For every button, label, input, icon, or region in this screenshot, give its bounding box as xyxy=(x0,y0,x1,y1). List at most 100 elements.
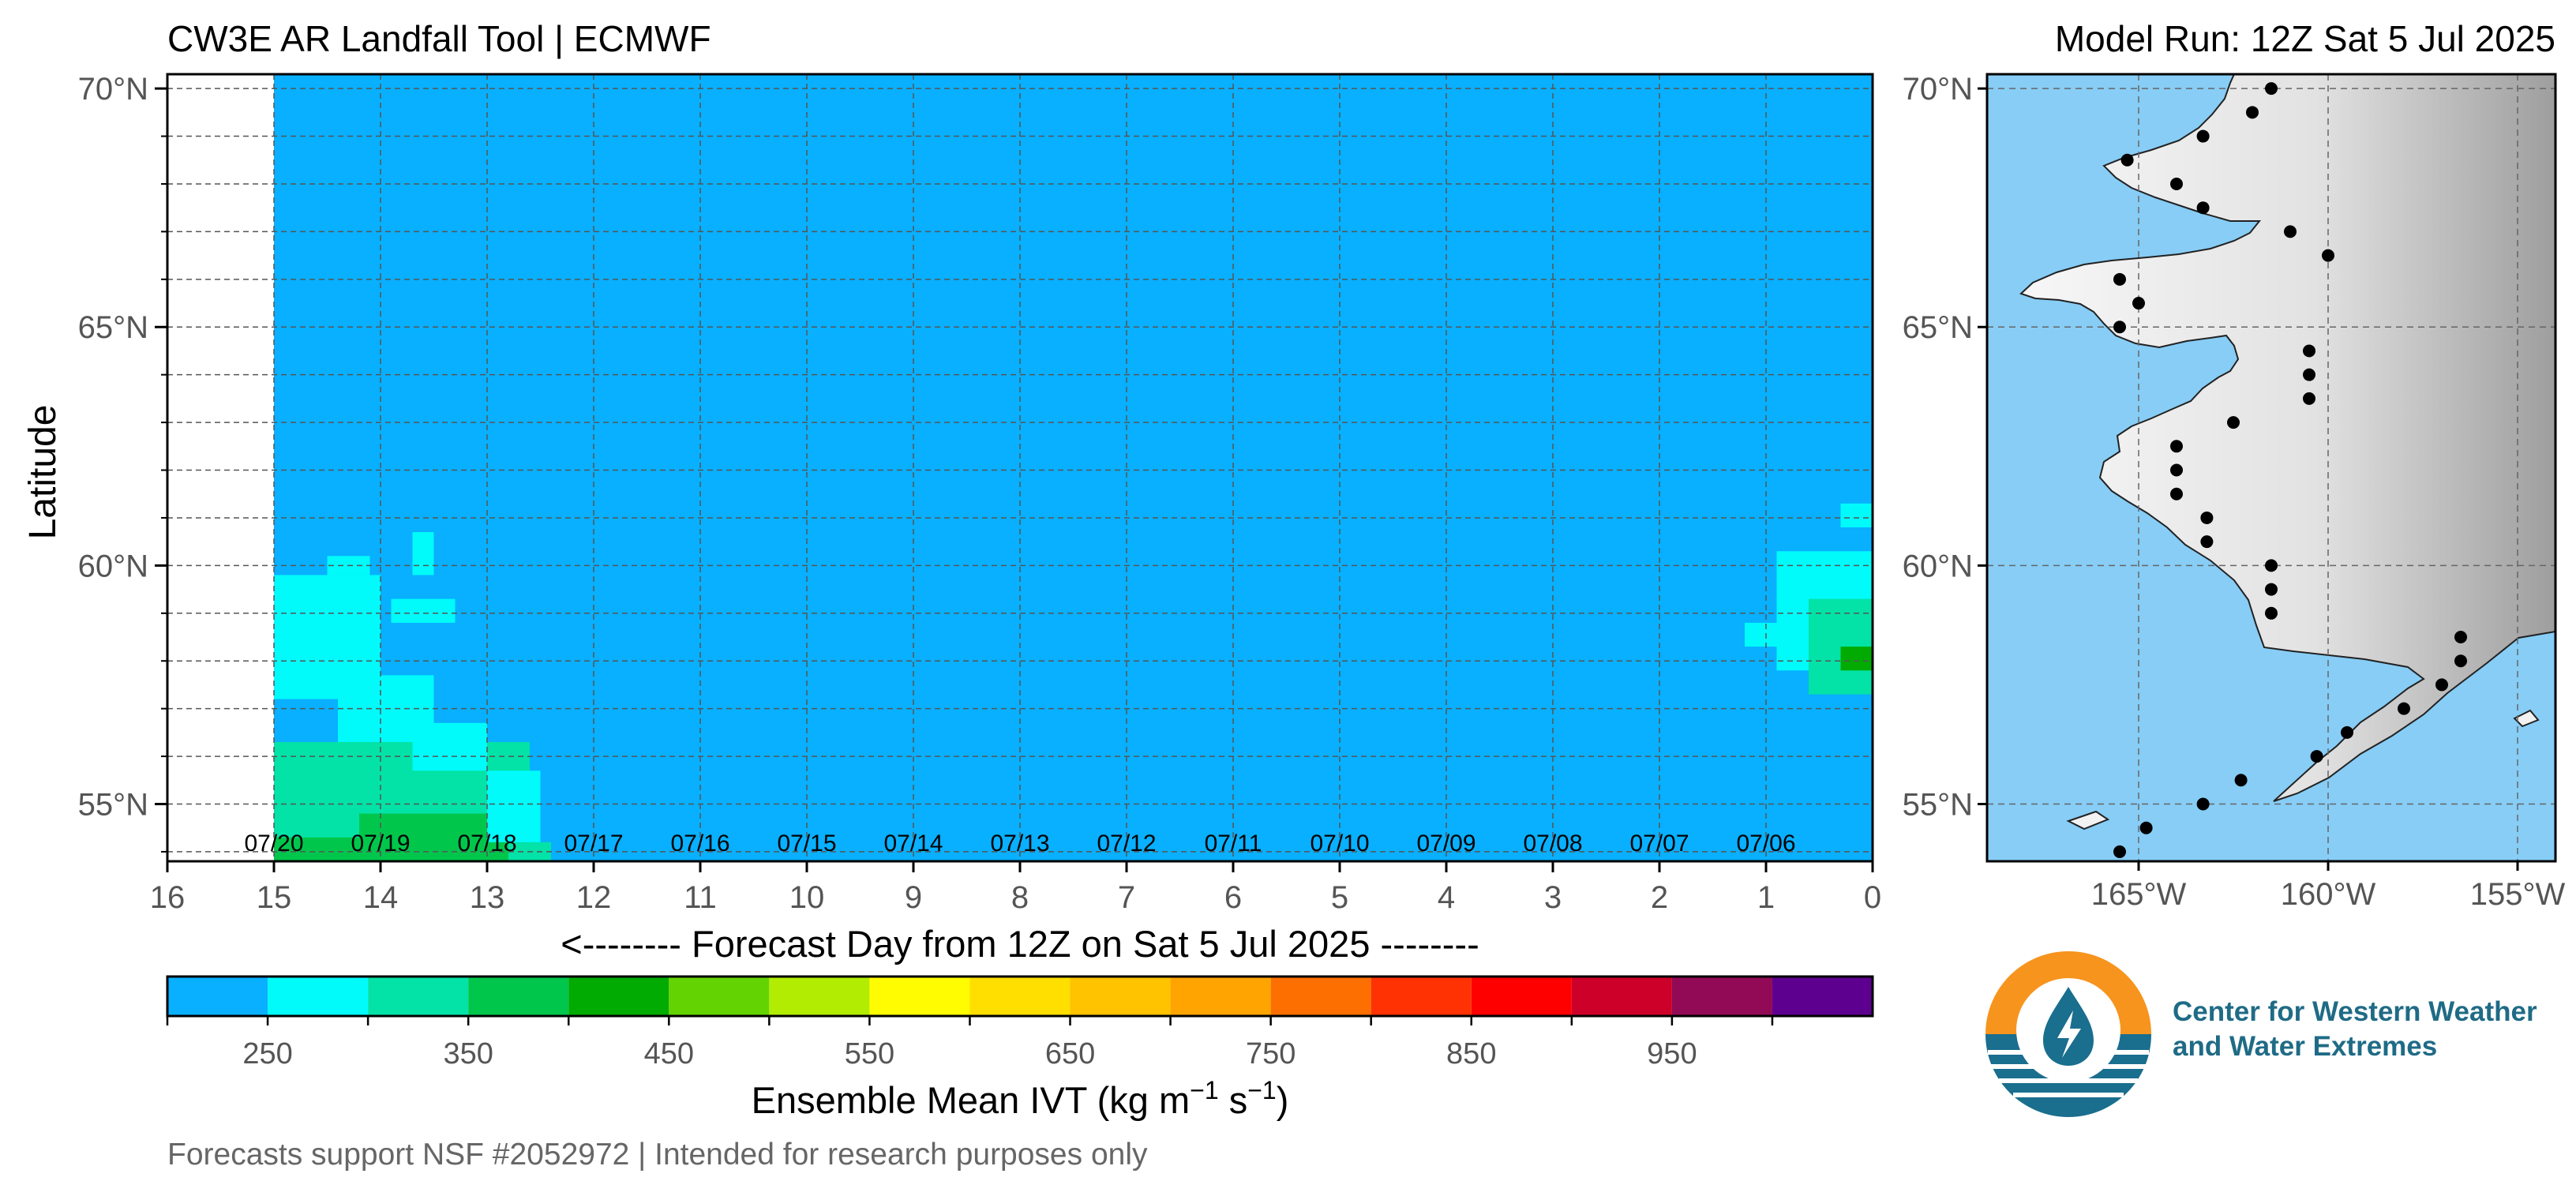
heatmap-base-field xyxy=(274,74,1873,861)
x-tick-label: 10 xyxy=(789,880,825,915)
landfall-point xyxy=(2200,511,2214,524)
colorbar-tick-label: 250 xyxy=(242,1037,292,1070)
y-tick-label: 60°N xyxy=(78,549,148,583)
landfall-point xyxy=(2435,678,2448,692)
map-lon-ticks: 165°W 160°W 155°W xyxy=(2091,861,2566,912)
map-points xyxy=(2113,82,2467,858)
landfall-point xyxy=(2454,631,2467,644)
heatmap-panel: 07/20 07/19 07/18 07/17 07/16 07/15 07/14 07/13… xyxy=(22,72,1881,965)
heatmap-cell xyxy=(274,575,381,699)
logo-text-line1: Center for Western Weather xyxy=(2173,996,2537,1027)
map-lat-label: 70°N xyxy=(1903,72,1973,107)
landfall-point xyxy=(2265,606,2278,620)
x-tick-label: 4 xyxy=(1438,880,1455,915)
heatmap-cell xyxy=(274,837,392,861)
landfall-point xyxy=(2196,129,2210,143)
colorbar-bin xyxy=(769,977,870,1016)
date-label: 07/16 xyxy=(670,830,729,857)
landfall-point xyxy=(2246,106,2259,119)
heatmap-cell xyxy=(412,532,434,576)
landfall-point xyxy=(2303,392,2315,405)
y-axis-ticks: 55°N 60°N 65°N 70°N xyxy=(78,72,167,853)
colorbar-label: Ensemble Mean IVT (kg m−1 s−1) xyxy=(752,1076,1289,1121)
landfall-point xyxy=(2234,774,2248,787)
x-tick-label: 12 xyxy=(576,880,612,915)
date-label: 07/20 xyxy=(244,830,303,857)
colorbar-bin xyxy=(167,977,268,1016)
colorbar-bin xyxy=(368,977,469,1016)
x-tick-label: 16 xyxy=(150,880,186,915)
x-tick-label: 11 xyxy=(684,880,717,915)
landfall-point xyxy=(2196,797,2210,811)
landfall-point xyxy=(2303,344,2315,358)
heatmap-cell xyxy=(391,598,456,623)
map-island xyxy=(2066,810,2110,830)
landfall-point xyxy=(2398,702,2410,715)
date-labels: 07/20 07/19 07/18 07/17 07/16 07/15 07/14 07/13… xyxy=(244,830,1795,857)
landfall-point xyxy=(2132,297,2145,310)
landfall-point xyxy=(2113,321,2126,334)
landfall-point xyxy=(2139,821,2153,834)
landfall-point xyxy=(2265,559,2278,572)
x-tick-label: 6 xyxy=(1224,880,1242,915)
map-panel: 165°W 160°W 155°W 55°N 60°N 65°N 70°N xyxy=(1903,72,2566,912)
date-label: 07/14 xyxy=(883,830,943,857)
y-tick-label: 65°N xyxy=(78,310,148,345)
colorbar-tick-label: 450 xyxy=(644,1037,694,1070)
x-tick-label: 15 xyxy=(257,880,292,915)
chart-title: CW3E AR Landfall Tool | ECMWF xyxy=(167,18,711,59)
colorbar-tick-label: 850 xyxy=(1446,1037,1496,1070)
colorbar-bin xyxy=(1471,977,1572,1016)
logo-text-line2: and Water Extremes xyxy=(2173,1031,2438,1062)
landfall-point xyxy=(2341,725,2353,739)
date-label: 07/18 xyxy=(457,830,516,857)
colorbar-bin xyxy=(1571,977,1672,1016)
date-label: 07/13 xyxy=(990,830,1049,857)
colorbar-bin xyxy=(1671,977,1772,1016)
colorbar-bin xyxy=(268,977,369,1016)
map-lat-label: 55°N xyxy=(1903,787,1973,822)
landfall-point xyxy=(2120,153,2134,167)
map-frame xyxy=(1985,73,2557,863)
x-axis-ticks: 16 15 14 13 12 11 10 9 8 7 6 5 4 3 2 1 0 xyxy=(150,861,1881,915)
x-tick-label: 14 xyxy=(363,880,399,915)
colorbar-tick-label: 650 xyxy=(1045,1037,1095,1070)
x-tick-label: 3 xyxy=(1544,880,1562,915)
date-label: 07/11 xyxy=(1205,830,1262,857)
heatmap-cells xyxy=(274,74,1873,861)
x-tick-label: 0 xyxy=(1864,880,1881,915)
colorbar-ticks: 250 350 450 550 650 750 850 950 xyxy=(166,1016,1774,1070)
cw3e-logo xyxy=(1985,951,2151,1117)
landfall-point xyxy=(2113,272,2126,286)
landfall-point xyxy=(2170,463,2183,477)
lightning-icon xyxy=(2057,1010,2081,1058)
colorbar-bin xyxy=(1370,977,1472,1016)
heatmap-cell xyxy=(487,770,541,842)
landfall-point xyxy=(2310,750,2323,763)
date-label: 07/06 xyxy=(1736,830,1795,857)
landfall-point xyxy=(2196,201,2210,215)
footer-note: Forecasts support NSF #2052972 | Intende… xyxy=(167,1138,1148,1172)
map-lat-label: 65°N xyxy=(1903,310,1973,345)
x-tick-label: 2 xyxy=(1651,880,1668,915)
landfall-point xyxy=(2113,845,2126,858)
landfall-point xyxy=(2303,368,2315,381)
colorbar-tick-label: 550 xyxy=(845,1037,894,1070)
y-tick-label: 55°N xyxy=(78,787,148,822)
date-label: 07/19 xyxy=(351,830,410,857)
landfall-point xyxy=(2322,249,2334,262)
x-tick-label: 13 xyxy=(470,880,505,915)
colorbar-frame xyxy=(166,975,1874,1018)
x-tick-label: 8 xyxy=(1011,880,1029,915)
colorbar-tick-label: 350 xyxy=(443,1037,493,1070)
map-lat-ticks: 55°N 60°N 65°N 70°N xyxy=(1903,72,1987,822)
date-label: 07/07 xyxy=(1629,830,1689,857)
colorbar-bin xyxy=(568,977,669,1016)
landfall-point xyxy=(2265,82,2278,96)
y-axis-label: Latitude xyxy=(22,405,64,540)
map-lon-label: 155°W xyxy=(2470,877,2566,912)
landfall-point xyxy=(2170,487,2183,501)
colorbar-bin xyxy=(1070,977,1171,1016)
x-tick-label: 9 xyxy=(905,880,922,915)
map-island xyxy=(2513,709,2540,728)
